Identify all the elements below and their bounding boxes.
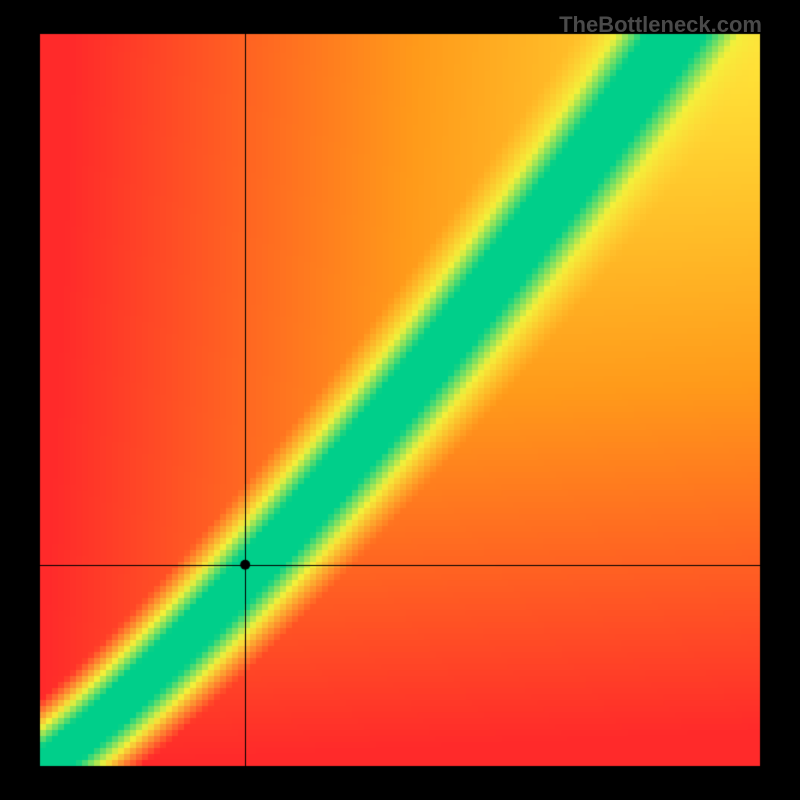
- watermark-label: TheBottleneck.com: [559, 12, 762, 38]
- bottleneck-heatmap: [0, 0, 800, 800]
- chart-container: { "canvas": { "width": 800, "height": 80…: [0, 0, 800, 800]
